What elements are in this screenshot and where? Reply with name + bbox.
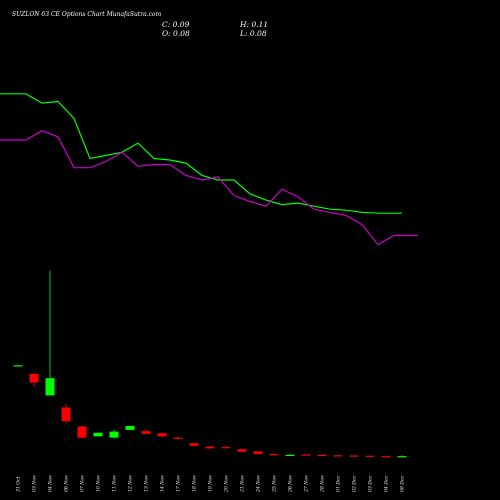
candle-body [269,453,279,456]
candle [397,455,407,458]
x-tick-label: 03 Dec [368,475,374,492]
candle [205,446,215,449]
candle [253,450,263,455]
candle [317,454,327,457]
candle-body [77,426,87,438]
x-tick-label: 02 Dec [352,475,358,492]
x-tick-label: 13 Nov [144,475,150,492]
candle-body [285,454,295,457]
close-value: C: 0.09 [162,20,190,29]
candle [13,364,23,367]
candle [141,429,151,435]
x-tick-label: 31 Oct [16,476,22,492]
open-value: O: 0.08 [162,29,190,38]
candle-body [397,456,407,458]
high-value: H: 0.11 [239,20,268,29]
candle-body [253,451,263,454]
candle-body [365,455,375,457]
candle-body [173,437,183,439]
x-tick-label: 04 Nov [48,475,54,492]
candle-body [29,373,39,383]
candle-body [13,365,23,367]
candle-body [109,431,119,438]
x-tick-label: 04 Dec [384,475,390,492]
candle-body [205,446,215,449]
low-value: L: 0.08 [239,29,267,38]
candle-body [141,431,151,434]
ma-slow-line [0,130,418,246]
x-tick-label: 03 Nov [32,475,38,492]
x-tick-label: 20 Nov [224,475,230,493]
candle-body [349,455,359,457]
chart-title: SUZLON 63 CE Options Chart MunafaSutra.c… [12,11,162,18]
candle-body [189,443,199,446]
x-tick-label: 14 Nov [160,475,166,492]
x-tick-label: 10 Nov [96,475,102,492]
x-tick-label: 07 Nov [80,475,86,492]
candle [301,454,311,456]
candle-body [93,432,103,437]
x-tick-label: 08 Dec [400,475,406,492]
ma-fast-line [0,93,402,214]
moving-averages [0,93,418,246]
candle [29,372,39,387]
x-tick-label: 17 Nov [176,475,182,492]
candle-body [125,425,135,430]
x-tick-label: 06 Nov [64,475,70,492]
x-axis-labels: 31 Oct 03 Nov 04 Nov 06 Nov 07 Nov 10 Nov 11 N… [16,475,406,493]
candle [237,448,247,453]
candle-body [221,447,231,449]
x-tick-label: 21 Nov [240,475,246,493]
candle [173,436,183,440]
candle-body [301,454,311,456]
x-tick-label: 28 Nov [320,475,326,493]
candle [285,453,295,457]
candle-body [157,433,167,437]
candle [109,429,119,439]
candle-body [317,454,327,457]
candle [365,455,375,457]
x-tick-label: 12 Nov [128,475,134,492]
candles [13,270,407,458]
x-tick-label: 26 Nov [288,475,294,493]
x-tick-label: 24 Nov [256,475,262,493]
candle [45,270,55,396]
candle [349,455,359,457]
candle-body [45,378,55,396]
x-tick-label: 01 Dec [336,475,342,492]
x-tick-label: 18 Nov [192,475,198,492]
candle-body [61,407,71,422]
candle-body [381,456,391,458]
candle [381,455,391,458]
candle [221,445,231,449]
candle-body [333,455,343,457]
candle [157,432,167,438]
x-tick-label: 19 Nov [208,475,214,492]
candle [77,425,87,439]
candle [61,404,71,424]
x-tick-label: 11 Nov [112,475,118,492]
candle [189,442,199,447]
x-tick-label: 27 Nov [304,475,310,493]
candle [125,425,135,430]
x-tick-label: 25 Nov [272,475,278,493]
candle-body [237,449,247,452]
candle [269,453,279,456]
candle [333,455,343,457]
candle [93,432,103,437]
